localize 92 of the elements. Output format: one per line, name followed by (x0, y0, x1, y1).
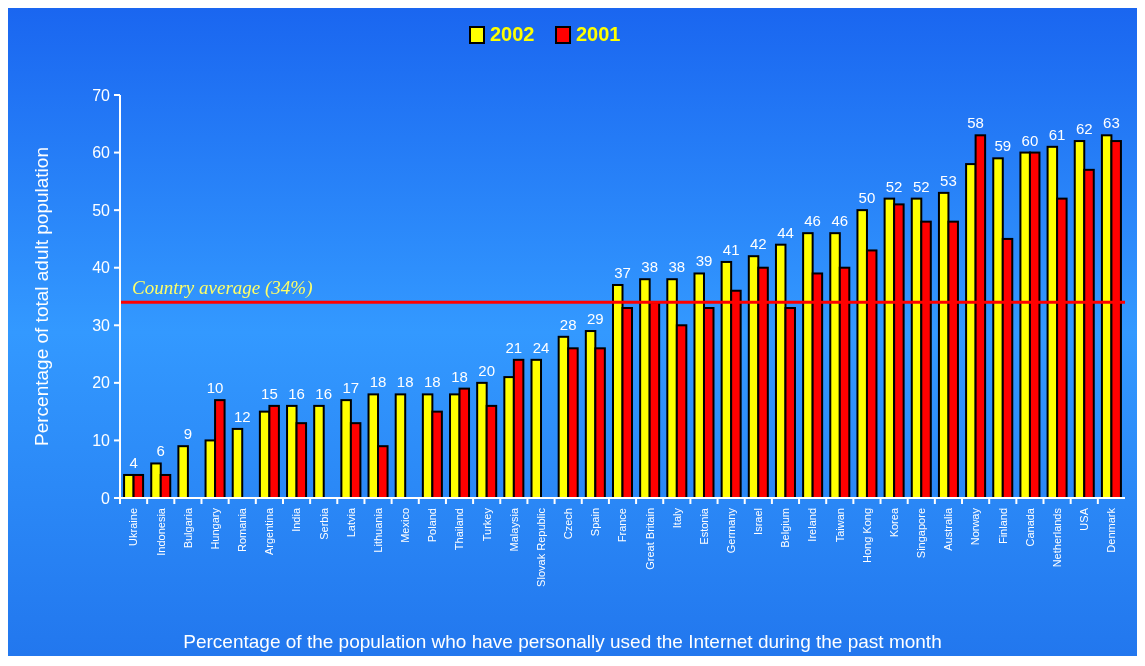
bar (530, 358, 543, 499)
x-tick-label: Czech (562, 508, 575, 540)
x-tick-label: Turkey (480, 507, 493, 542)
data-label: 16 (315, 384, 333, 402)
data-label: 6 (156, 442, 165, 460)
x-tick-label: Ireland (806, 508, 819, 542)
data-label: 46 (804, 212, 821, 230)
data-label: 15 (261, 384, 278, 402)
x-tick-label: Israel (752, 508, 765, 535)
data-label: 9 (183, 425, 193, 443)
x-tick-label: Italy (670, 507, 683, 529)
data-label: 46 (831, 212, 849, 230)
data-label: 4 (129, 453, 138, 471)
data-label: 37 (614, 263, 631, 281)
x-axis-title: Percentage of the population who have personally used the Internet during the past month (183, 631, 942, 652)
x-tick-label: Slovak Republic (534, 507, 547, 587)
x-tick-label: Hungary (208, 507, 221, 550)
data-label: 18 (424, 373, 441, 391)
y-tick-label: 40 (92, 259, 111, 277)
y-tick-label: 70 (92, 86, 111, 104)
data-label: 63 (1103, 114, 1120, 132)
y-axis-title: Percentage of total adult population (31, 147, 52, 446)
legend-label: 2002 (490, 23, 535, 45)
data-label: 18 (369, 373, 387, 391)
data-label: 28 (559, 315, 577, 333)
data-label: 20 (478, 361, 496, 379)
data-label: 10 (206, 379, 224, 397)
x-tick-label: Great Britain (643, 508, 656, 570)
x-tick-label: Belgium (779, 508, 792, 548)
data-label: 42 (749, 235, 767, 253)
x-tick-label: Bulgaria (181, 507, 194, 549)
data-label: 18 (396, 373, 414, 391)
x-tick-label: Norway (969, 507, 982, 546)
x-tick-label: France (616, 508, 629, 543)
y-tick-label: 50 (92, 201, 111, 219)
y-tick-label: 10 (92, 432, 111, 450)
data-label: 39 (695, 252, 713, 270)
x-tick-label: Canada (1023, 507, 1036, 547)
x-tick-label: Argentina (263, 507, 276, 556)
x-tick-label: India (290, 507, 303, 532)
bar (394, 393, 407, 499)
data-label: 62 (1075, 120, 1093, 138)
x-tick-label: Estonia (697, 507, 710, 545)
x-tick-label: Poland (426, 508, 439, 543)
x-tick-label: Ukraine (127, 508, 140, 546)
data-label: 18 (451, 367, 468, 385)
bar (177, 445, 189, 499)
data-label: 17 (342, 379, 360, 397)
data-label: 41 (722, 240, 740, 258)
x-tick-label: Hong Kong (860, 508, 873, 564)
x-tick-label: Australia (942, 507, 955, 551)
x-tick-label: Finland (996, 508, 1009, 545)
x-tick-label: Korea (887, 507, 900, 538)
x-tick-label: Singapore (915, 508, 928, 559)
y-tick-label: 30 (92, 316, 111, 334)
x-tick-label: Serbia (317, 507, 330, 540)
data-label: 44 (777, 223, 794, 241)
data-label: 12 (233, 407, 251, 425)
legend-label: 2001 (576, 23, 621, 45)
data-label: 52 (885, 177, 903, 195)
data-label: 59 (994, 137, 1012, 155)
bar (231, 427, 244, 499)
data-label: 21 (505, 338, 523, 356)
x-tick-label: Indonesia (154, 507, 167, 556)
data-label: 60 (1021, 131, 1039, 149)
data-label: 52 (912, 177, 930, 195)
data-label: 38 (668, 258, 686, 276)
data-label: 38 (641, 258, 659, 276)
data-label: 53 (940, 171, 957, 189)
ref-line-label: Country average (34%) (132, 277, 313, 300)
y-tick-label: 20 (92, 374, 111, 392)
x-tick-label: Netherlands (1050, 507, 1063, 568)
x-tick-label: USA (1078, 507, 1091, 531)
y-tick-label: 0 (101, 489, 111, 507)
x-tick-label: Thailand (453, 508, 466, 551)
data-label: 24 (532, 338, 550, 356)
data-label: 58 (967, 114, 984, 132)
x-tick-label: Lithuania (371, 507, 384, 553)
x-tick-label: Romania (236, 507, 249, 553)
bar (313, 404, 325, 499)
x-tick-label: Latvia (344, 507, 357, 538)
data-label: 61 (1048, 125, 1066, 143)
data-label: 29 (586, 310, 604, 328)
x-tick-label: Denmark (1105, 507, 1118, 553)
data-label: 50 (858, 189, 876, 207)
x-tick-label: Malaysia (507, 507, 520, 552)
x-tick-label: Spain (589, 508, 602, 537)
x-tick-label: Taiwan (833, 508, 846, 543)
x-tick-label: Germany (725, 507, 737, 554)
x-tick-label: Mexico (399, 508, 412, 543)
data-label: 16 (288, 384, 305, 402)
y-tick-label: 60 (92, 144, 111, 162)
